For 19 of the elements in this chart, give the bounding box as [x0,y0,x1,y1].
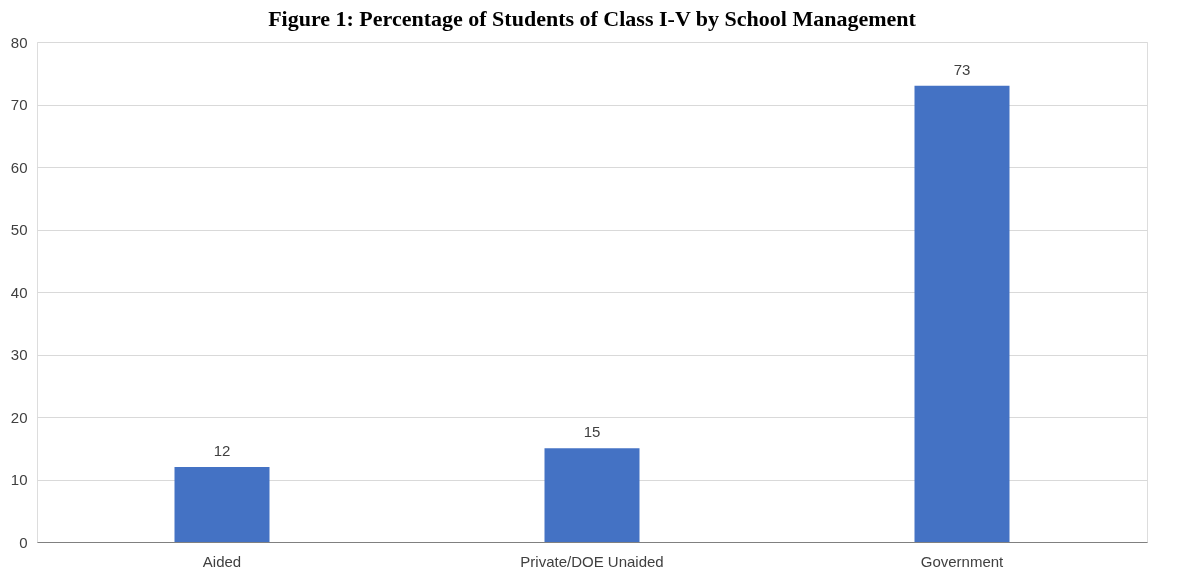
bar [174,467,270,542]
data-label: 12 [213,442,231,459]
data-label: 73 [953,60,971,78]
y-tick-label: 40 [10,283,28,301]
chart-title: Figure 1: Percentage of Students of Class I-V by School Management [268,6,917,31]
x-tick-label: Private/DOE Unaided [520,552,664,570]
y-tick-label: 0 [19,533,28,551]
y-tick-label: 20 [10,408,28,426]
y-tick-label: 30 [10,346,28,363]
y-tick-label: 60 [10,158,28,176]
bar [914,85,1010,542]
y-tick-label: 50 [10,221,28,238]
x-tick-label: Aided [202,552,242,570]
x-tick-label: Government [920,552,1005,570]
y-tick-label: 80 [10,33,28,51]
data-label: 15 [583,423,601,441]
y-tick-label: 10 [10,471,28,488]
y-tick-label: 70 [10,96,28,113]
bar [544,448,640,542]
